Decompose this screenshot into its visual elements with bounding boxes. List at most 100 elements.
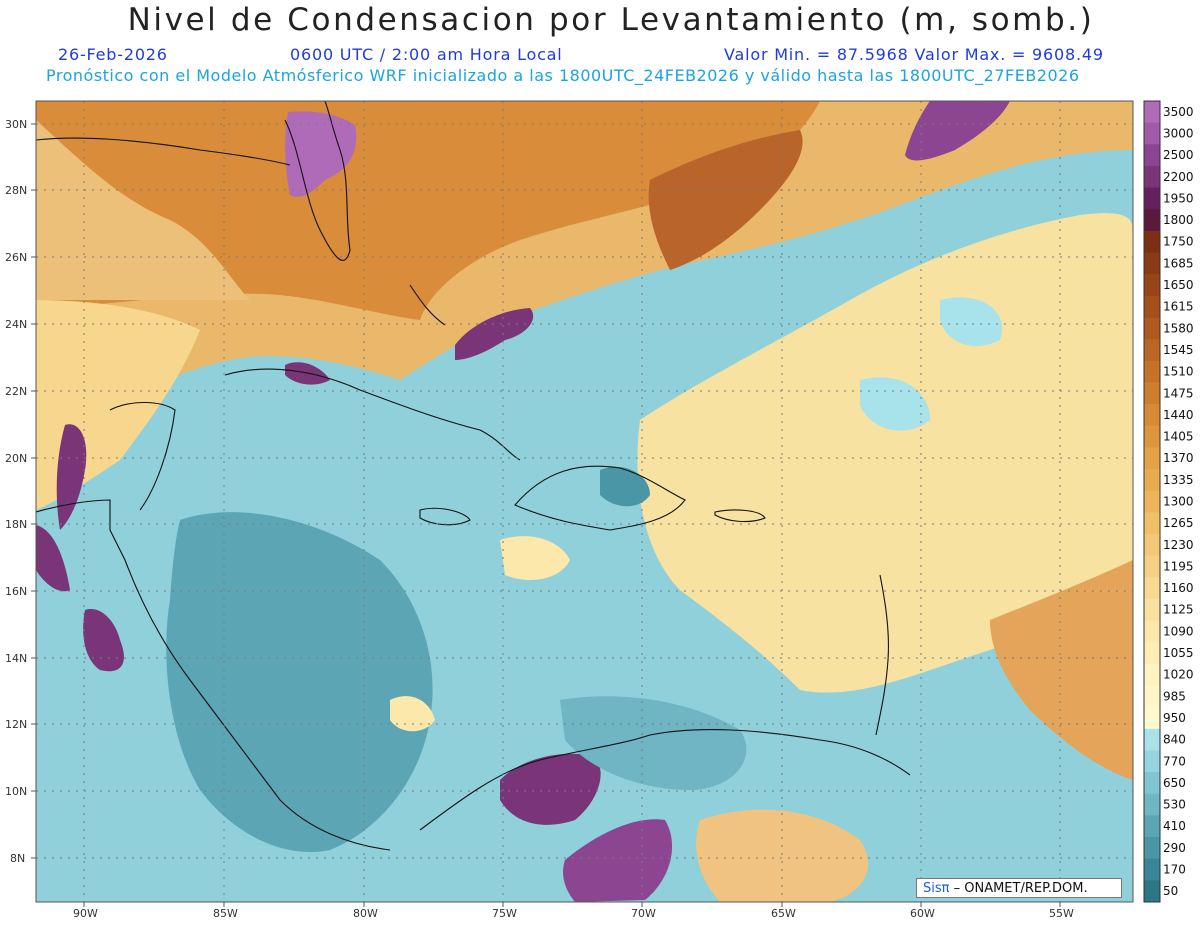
colorbar-label: 650 <box>1163 776 1186 790</box>
colorbar-swatch <box>1144 793 1160 816</box>
graticule <box>36 101 1133 902</box>
ne-plume <box>648 130 803 270</box>
colorbar-label: 1545 <box>1163 343 1194 357</box>
colorbar-swatch <box>1144 685 1160 708</box>
colorbar-label: 1090 <box>1163 624 1194 638</box>
jamaica-coast <box>419 507 471 526</box>
lat-label: 28N <box>5 184 27 197</box>
east-orange-zone <box>990 560 1133 780</box>
lon-label: 65W <box>771 907 796 920</box>
pale-patch-2 <box>390 696 435 732</box>
colorbar-swatch <box>1144 209 1160 232</box>
lat-label: 10N <box>5 785 27 798</box>
colorbar-swatch <box>1144 101 1160 124</box>
colorbar-swatch <box>1144 339 1160 362</box>
colorbar-swatch <box>1144 663 1160 687</box>
colorbar-frame <box>1143 100 1161 903</box>
lat-label: 8N <box>10 852 25 865</box>
colorbar-swatch <box>1144 577 1160 600</box>
lon-label: 75W <box>492 907 517 920</box>
colorbar-swatch <box>1144 533 1160 557</box>
forecast-date: 26-Feb-2026 <box>58 45 168 64</box>
colorbar-swatch <box>1144 750 1160 773</box>
lat-label: 24N <box>5 318 27 331</box>
coastlines <box>36 101 911 851</box>
purple-patch-bahamas <box>455 308 534 360</box>
colorbar-label: 1230 <box>1163 538 1194 552</box>
sispi-logo: Sisπ <box>923 881 950 896</box>
lon-label: 70W <box>631 907 656 920</box>
colorbar-swatch <box>1144 404 1160 427</box>
colorbar-swatch <box>1144 317 1160 340</box>
colorbar-swatch <box>1144 772 1160 795</box>
longitude-axis: 90W 85W 80W 75W 70W 65W 60W 55W <box>73 902 1074 920</box>
colorbar-label: 290 <box>1163 841 1186 855</box>
gulf-pale-zone <box>36 120 250 300</box>
colorbar-swatch <box>1144 252 1160 275</box>
colorbar-swatch <box>1144 274 1160 297</box>
colorbar-label: 1685 <box>1163 256 1194 270</box>
colorbar-swatch <box>1144 230 1160 254</box>
forecast-time: 0600 UTC / 2:00 am Hora Local <box>290 45 563 64</box>
colorbar-swatch <box>1144 122 1160 145</box>
colorbar-label: 1615 <box>1163 300 1194 314</box>
colorbar-label: 50 <box>1163 884 1178 898</box>
credit-box: Sisπ – ONAMET/REP.DOM. <box>916 878 1122 898</box>
colorbar-swatch <box>1144 555 1160 578</box>
lat-label: 20N <box>5 452 27 465</box>
colorbar-label: 1125 <box>1163 603 1194 617</box>
colorbar-swatch <box>1144 880 1160 903</box>
colorbar-label: 985 <box>1163 689 1186 703</box>
colorbar-label: 530 <box>1163 798 1186 812</box>
cuba-coast <box>224 368 521 461</box>
colorbar-label: 1510 <box>1163 365 1194 379</box>
colorbar-swatch <box>1144 187 1160 210</box>
colorbar-label: 1160 <box>1163 581 1194 595</box>
colorbar-label: 170 <box>1163 863 1186 877</box>
colorbar-swatch <box>1144 815 1160 838</box>
florida-coast <box>284 101 351 261</box>
light-blue-patch-2 <box>940 297 1002 347</box>
colorbar-label: 1475 <box>1163 386 1194 400</box>
credit-text: – ONAMET/REP.DOM. <box>949 881 1088 896</box>
map-title: Nivel de Condensacion por Levantamiento … <box>127 2 1095 38</box>
colorbar-label: 3500 <box>1163 105 1194 119</box>
colorbar-label: 1055 <box>1163 646 1194 660</box>
lat-label: 16N <box>5 585 27 598</box>
purple-patch-honduras <box>83 609 124 672</box>
hispaniola-coast <box>514 465 686 531</box>
model-description: Pronóstico con el Modelo Atmósferico WRF… <box>46 66 1080 85</box>
lat-label: 22N <box>5 385 27 398</box>
colorbar: 3500 3000 2500 2200 1950 1800 1750 1685 1650 1615… <box>1143 100 1194 903</box>
lon-label: 90W <box>73 907 98 920</box>
colorbar-swatch <box>1144 447 1160 470</box>
colorbar-swatch <box>1144 165 1160 189</box>
central-america-coast <box>36 499 391 851</box>
colorbar-label: 1405 <box>1163 430 1194 444</box>
lon-label: 60W <box>910 907 935 920</box>
colorbar-swatch <box>1144 598 1160 622</box>
colorbar-swatch <box>1144 490 1160 513</box>
colorbar-label: 770 <box>1163 754 1186 768</box>
lon-label: 80W <box>353 907 378 920</box>
colorbar-label: 1370 <box>1163 451 1194 465</box>
colorbar-label: 1300 <box>1163 495 1194 509</box>
colorbar-swatch <box>1144 360 1160 383</box>
colorbar-label: 1020 <box>1163 668 1194 682</box>
lat-label: 12N <box>5 718 27 731</box>
purple-patch-ne <box>905 101 1010 161</box>
purple-patch-colombia-s <box>563 819 673 902</box>
purple-patch-colombia-n <box>500 753 601 825</box>
lon-label: 85W <box>213 907 238 920</box>
pale-patch-1 <box>500 536 570 580</box>
lat-label: 30N <box>5 118 27 131</box>
latitude-axis: 30N 28N 26N 24N 22N 20N 18N 16N 14N 12N … <box>5 118 36 865</box>
colorbar-label: 1195 <box>1163 559 1194 573</box>
value-range: Valor Min. = 87.5968 Valor Max. = 9608.4… <box>724 45 1104 64</box>
colorbar-label: 1650 <box>1163 278 1194 292</box>
colorbar-swatch <box>1144 707 1160 730</box>
colorbar-label: 410 <box>1163 819 1186 833</box>
colorbar-label: 2200 <box>1163 170 1194 184</box>
lat-label: 26N <box>5 251 27 264</box>
